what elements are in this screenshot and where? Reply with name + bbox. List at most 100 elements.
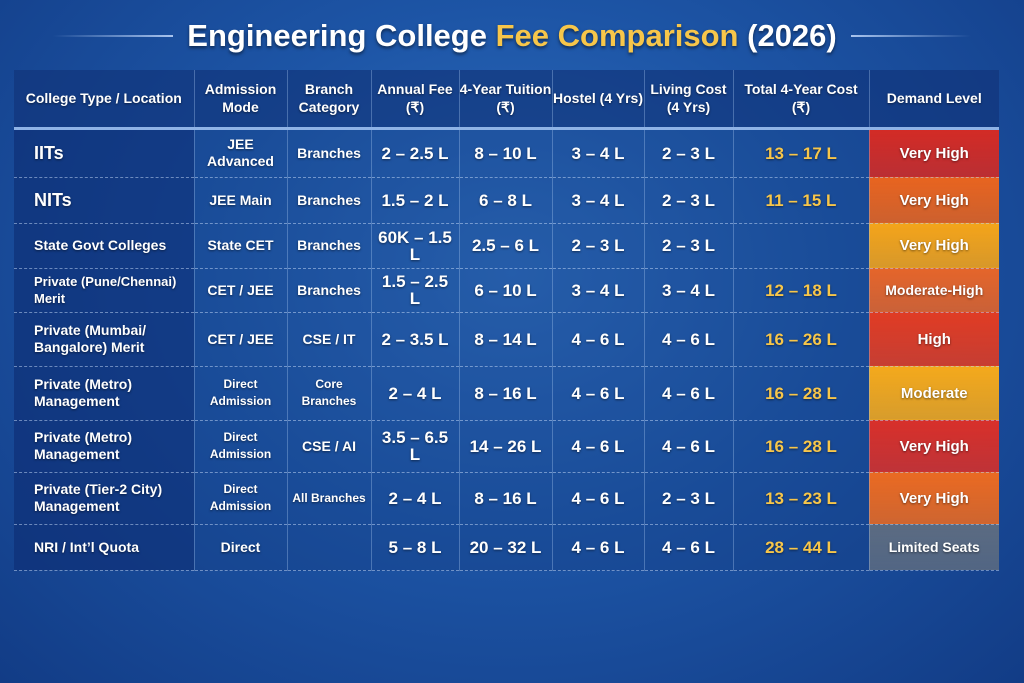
cell-branch: Branches — [286, 128, 371, 178]
cell-demand: Moderate — [868, 366, 999, 421]
cell-branch: Branches — [286, 223, 371, 269]
cell-type: NRI / Int’l Quota — [14, 524, 194, 571]
cell-type: Private (Metro) Management — [14, 420, 194, 473]
cell-annual: 1.5 – 2 L — [370, 177, 459, 224]
column-header: Annual Fee (₹) — [370, 70, 459, 130]
cell-annual: 2 – 3.5 L — [370, 312, 459, 367]
cell-tuition: 8 – 14 L — [458, 312, 552, 367]
table-row: Private (Mumbai/ Bangalore) Merit CET / J… — [14, 312, 999, 367]
cell-mode: Direct Admission — [193, 420, 287, 473]
cell-total: 11 – 15 L — [732, 177, 869, 224]
cell-living: 4 – 6 L — [643, 524, 733, 571]
table-row: Private (Pune/Chennai) Merit CET / JEE Bra… — [14, 268, 999, 313]
cell-mode: State CET — [193, 223, 287, 269]
cell-demand: Very High — [868, 420, 999, 473]
cell-demand: Very High — [868, 472, 999, 525]
cell-total — [732, 223, 869, 269]
cell-total: 16 – 28 L — [732, 366, 869, 421]
cell-tuition: 8 – 16 L — [458, 366, 552, 421]
title-rule-right — [850, 35, 971, 37]
cell-annual: 2 – 4 L — [370, 472, 459, 525]
cell-hostel: 2 – 3 L — [551, 223, 644, 269]
cell-hostel: 3 – 4 L — [551, 128, 644, 178]
cell-total: 16 – 26 L — [732, 312, 869, 367]
cell-tuition: 8 – 16 L — [458, 472, 552, 525]
cell-demand: High — [868, 312, 999, 367]
cell-branch: Core Branches — [286, 366, 371, 421]
cell-annual: 3.5 – 6.5 L — [370, 420, 459, 473]
cell-branch — [286, 524, 371, 571]
cell-demand: Very High — [868, 128, 999, 178]
title-main: Engineering College — [187, 18, 487, 53]
cell-type: Private (Metro) Management — [14, 366, 194, 421]
cell-total: 28 – 44 L — [732, 524, 869, 571]
cell-branch: Branches — [286, 268, 371, 313]
cell-type: Private (Pune/Chennai) Merit — [14, 268, 194, 313]
cell-annual: 5 – 8 L — [370, 524, 459, 571]
cell-annual: 1.5 – 2.5 L — [370, 268, 459, 313]
cell-hostel: 4 – 6 L — [551, 312, 644, 367]
cell-branch: All Branches — [286, 472, 371, 525]
cell-annual: 2 – 4 L — [370, 366, 459, 421]
title-year: (2026) — [747, 18, 837, 53]
cell-type: State Govt Colleges — [14, 223, 194, 269]
cell-tuition: 6 – 8 L — [458, 177, 552, 224]
table-row: Private (Metro) Management Direct Admissi… — [14, 366, 999, 421]
cell-hostel: 3 – 4 L — [551, 268, 644, 313]
cell-tuition: 8 – 10 L — [458, 128, 552, 178]
table-row: Private (Tier-2 City) Management Direct A… — [14, 472, 999, 525]
cell-living: 2 – 3 L — [643, 223, 733, 269]
title-highlight: Fee Comparison — [495, 18, 739, 53]
cell-hostel: 4 – 6 L — [551, 366, 644, 421]
cell-living: 2 – 3 L — [643, 177, 733, 224]
cell-tuition: 2.5 – 6 L — [458, 223, 552, 269]
cell-mode: JEE Main — [193, 177, 287, 224]
column-header: 4-Year Tuition (₹) — [458, 70, 552, 130]
column-header: Demand Level — [868, 70, 999, 130]
cell-branch: Branches — [286, 177, 371, 224]
cell-mode: CET / JEE — [193, 312, 287, 367]
cell-total: 13 – 23 L — [732, 472, 869, 525]
cell-living: 2 – 3 L — [643, 472, 733, 525]
cell-total: 16 – 28 L — [732, 420, 869, 473]
cell-branch: CSE / IT — [286, 312, 371, 367]
cell-total: 13 – 17 L — [732, 128, 869, 178]
cell-demand: Moderate-High — [868, 268, 999, 313]
cell-mode: Direct — [193, 524, 287, 571]
table-row: Private (Metro) Management Direct Admissi… — [14, 420, 999, 473]
cell-type: Private (Mumbai/ Bangalore) Merit — [14, 312, 194, 367]
cell-annual: 60K – 1.5 L — [370, 223, 459, 269]
cell-tuition: 6 – 10 L — [458, 268, 552, 313]
cell-total: 12 – 18 L — [732, 268, 869, 313]
cell-type: Private (Tier-2 City) Management — [14, 472, 194, 525]
table-header-row: College Type / Location Admission Mode Bra… — [14, 70, 999, 130]
cell-living: 4 – 6 L — [643, 312, 733, 367]
cell-tuition: 14 – 26 L — [458, 420, 552, 473]
cell-mode: Direct Admission — [193, 366, 287, 421]
cell-mode: CET / JEE — [193, 268, 287, 313]
column-header: College Type / Location — [14, 70, 194, 130]
cell-living: 4 – 6 L — [643, 420, 733, 473]
table-row: State Govt Colleges State CET Branches 60K … — [14, 223, 999, 269]
title-rule-left — [53, 35, 174, 37]
cell-branch: CSE / AI — [286, 420, 371, 473]
cell-demand: Very High — [868, 177, 999, 224]
cell-living: 2 – 3 L — [643, 128, 733, 178]
column-header: Admission Mode — [193, 70, 287, 130]
cell-hostel: 3 – 4 L — [551, 177, 644, 224]
cell-hostel: 4 – 6 L — [551, 472, 644, 525]
cell-living: 4 – 6 L — [643, 366, 733, 421]
fee-comparison-table: College Type / Location Admission Mode Bra… — [14, 70, 999, 571]
cell-demand: Very High — [868, 223, 999, 269]
column-header: Living Cost (4 Yrs) — [643, 70, 733, 130]
cell-hostel: 4 – 6 L — [551, 420, 644, 473]
cell-hostel: 4 – 6 L — [551, 524, 644, 571]
cell-type: IITs — [14, 128, 194, 178]
cell-type: NITs — [14, 177, 194, 224]
cell-mode: JEE Advanced — [193, 128, 287, 178]
column-header: Hostel (4 Yrs) — [551, 70, 644, 130]
page-title: Engineering College Fee Comparison (2026… — [187, 18, 836, 54]
